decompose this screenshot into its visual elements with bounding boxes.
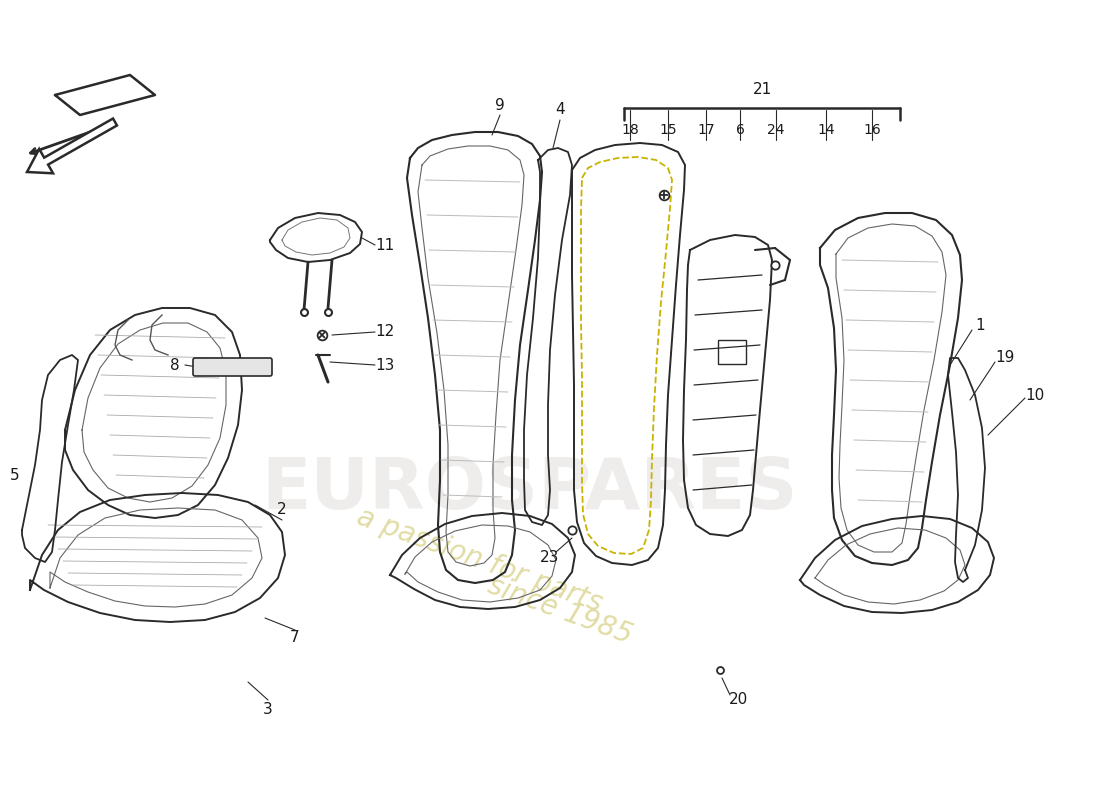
Text: 9: 9: [495, 98, 505, 113]
Text: 14: 14: [817, 123, 835, 137]
Text: 16: 16: [864, 123, 881, 137]
Text: 20: 20: [728, 693, 748, 707]
Text: 19: 19: [996, 350, 1014, 366]
Text: 3: 3: [263, 702, 273, 718]
Text: 4: 4: [556, 102, 564, 118]
Bar: [718, 340, 746, 364]
Text: EUROSPARES: EUROSPARES: [262, 455, 799, 525]
FancyBboxPatch shape: [192, 358, 272, 376]
Text: 5: 5: [10, 467, 20, 482]
FancyArrow shape: [28, 118, 117, 174]
Text: 15: 15: [659, 123, 676, 137]
Text: 24: 24: [768, 123, 784, 137]
Text: 17: 17: [697, 123, 715, 137]
Text: a passion for parts: a passion for parts: [353, 502, 606, 618]
Text: 23: 23: [540, 550, 560, 566]
Text: since 1985: since 1985: [484, 571, 636, 649]
Text: 6: 6: [736, 123, 745, 137]
Text: 1: 1: [976, 318, 984, 333]
Text: 7: 7: [290, 630, 300, 646]
Text: 2: 2: [277, 502, 287, 518]
Text: 8: 8: [170, 358, 179, 373]
Text: 13: 13: [375, 358, 395, 373]
Text: 11: 11: [375, 238, 395, 253]
Text: 12: 12: [375, 325, 395, 339]
Text: 21: 21: [752, 82, 771, 98]
Text: 18: 18: [621, 123, 639, 137]
Text: 10: 10: [1025, 387, 1045, 402]
